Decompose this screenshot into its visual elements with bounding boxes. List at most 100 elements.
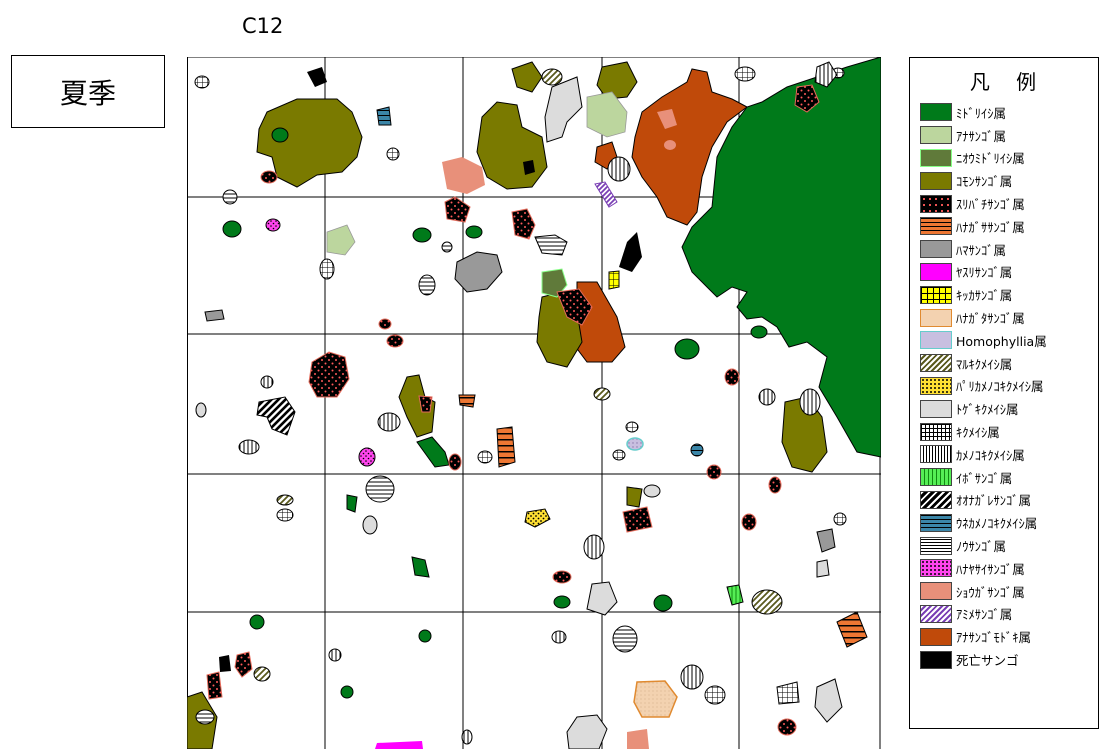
colony-dead xyxy=(219,655,231,672)
colony-rust-mass xyxy=(631,68,748,226)
colony-purplediag xyxy=(594,181,618,208)
legend-item: ﾊﾅﾔｻｲｻﾝｺﾞ属 xyxy=(920,557,1098,580)
colony-peach xyxy=(633,680,678,718)
legend-label: ｷｸﾒｲｼ属 xyxy=(956,425,1000,441)
legend-item: ﾔｽﾘｻﾝｺﾞ属 xyxy=(920,261,1098,284)
legend-swatch xyxy=(920,217,952,236)
colonies-olivehatch xyxy=(253,68,783,682)
legend-label: ｶﾒﾉｺｷｸﾒｲｼ属 xyxy=(956,447,1025,463)
legend-item: ｲﾎﾞｻﾝｺﾞ属 xyxy=(920,466,1098,489)
legend-label: ｱﾅｻﾝｺﾞ属 xyxy=(956,128,1007,144)
legend-label: ﾊﾅﾔｻｲｻﾝｺﾞ属 xyxy=(956,561,1025,577)
colony-dead xyxy=(523,160,535,175)
legend-label: ｵｵﾅｶﾞﾚｻﾝｺﾞ属 xyxy=(956,493,1032,509)
colonies-grid xyxy=(194,66,847,705)
colonies-pinkdots xyxy=(265,218,376,467)
colonies-hlines xyxy=(195,189,638,725)
legend-swatch xyxy=(920,376,952,395)
legend-swatch xyxy=(920,650,952,669)
legend-swatch xyxy=(920,445,952,464)
legend-swatch xyxy=(920,468,952,487)
legend-label: ｱﾅｻﾝｺﾞﾓﾄﾞｷ属 xyxy=(956,630,1032,646)
legend-item: ｵｵﾅｶﾞﾚｻﾝｺﾞ属 xyxy=(920,489,1098,512)
legend-label: ﾊﾟﾘｶﾒﾉｺｷｸﾒｲｼ属 xyxy=(956,379,1044,395)
legend-list: ﾐﾄﾞﾘｲｼ属 ｱﾅｻﾝｺﾞ属 ﾆｵｳﾐﾄﾞﾘｲｼ属 ｺﾓﾝｻﾝｺﾞ属 ｽﾘﾊﾞﾁｻﾝｺ… xyxy=(910,101,1098,671)
legend-swatch xyxy=(920,399,952,418)
legend-swatch xyxy=(920,536,952,555)
legend-item: ﾊﾅｶﾞｻｻﾝｺﾞ属 xyxy=(920,215,1098,238)
legend-item: ﾊﾅｶﾞﾀｻﾝｺﾞ属 xyxy=(920,306,1098,329)
colonies-green-small xyxy=(222,127,768,699)
colony-dead xyxy=(307,67,327,87)
colonies-orangestripes xyxy=(458,394,868,648)
colony-dead xyxy=(619,232,642,272)
colony-green-mass xyxy=(681,57,881,458)
colony-olive xyxy=(256,98,363,188)
colonies-lightgray xyxy=(195,76,843,749)
legend-label: ｲﾎﾞｻﾝｺﾞ属 xyxy=(956,470,1013,486)
colony-magenta xyxy=(375,741,423,749)
colony-lavender xyxy=(626,437,644,451)
legend-swatch xyxy=(920,354,952,373)
legend-label: ﾔｽﾘｻﾝｺﾞ属 xyxy=(956,265,1013,281)
legend-label: ｳﾈｶﾒﾉｺｷｸﾒｲｼ属 xyxy=(956,516,1038,532)
legend-item: ﾊﾏｻﾝｺﾞ属 xyxy=(920,238,1098,261)
legend-swatch xyxy=(920,194,952,213)
legend-item: ｺﾓﾝｻﾝｺﾞ属 xyxy=(920,169,1098,192)
colonies-blackdots xyxy=(206,84,820,736)
legend-label: ﾊﾅｶﾞﾀｻﾝｺﾞ属 xyxy=(956,311,1025,327)
legend-item: ﾊﾟﾘｶﾒﾉｺｷｸﾒｲｼ属 xyxy=(920,375,1098,398)
legend-label: ﾊﾅｶﾞｻｻﾝｺﾞ属 xyxy=(956,219,1025,235)
season-label: 夏季 xyxy=(11,55,165,128)
legend-label: ｱﾐﾒｻﾝｺﾞ属 xyxy=(956,607,1013,623)
legend-item: ｳﾈｶﾒﾉｺｷｸﾒｲｼ属 xyxy=(920,511,1098,534)
legend-label: ﾏﾙｷｸﾒｲｼ属 xyxy=(956,356,1013,372)
colony-brightgreen xyxy=(726,584,744,606)
colonies-vlines xyxy=(238,61,838,745)
legend-swatch xyxy=(920,604,952,623)
legend-item: ﾐﾄﾞﾘｲｼ属 xyxy=(920,101,1098,124)
colony-yellowdots xyxy=(524,508,551,528)
legend-title: 凡 例 xyxy=(969,70,1047,94)
legend-item: ｼｮｳｶﾞｻﾝｺﾞ属 xyxy=(920,580,1098,603)
legend-swatch xyxy=(920,148,952,167)
legend-item: ﾄｹﾞｷｸﾒｲｼ属 xyxy=(920,397,1098,420)
legend-swatch xyxy=(920,308,952,327)
colonies-salmon xyxy=(442,109,677,749)
legend-item: ｱﾅｻﾝｺﾞﾓﾄﾞｷ属 xyxy=(920,625,1098,648)
legend-item: ｶﾒﾉｺｷｸﾒｲｼ属 xyxy=(920,443,1098,466)
legend-label: ﾄｹﾞｷｸﾒｲｼ属 xyxy=(956,402,1019,418)
legend-swatch xyxy=(920,285,952,304)
legend-swatch xyxy=(920,559,952,578)
legend-item: ｷｯｶｻﾝｺﾞ属 xyxy=(920,283,1098,306)
legend-swatch xyxy=(920,171,952,190)
legend-swatch xyxy=(920,582,952,601)
legend-swatch xyxy=(920,331,952,350)
legend-item: ﾏﾙｷｸﾒｲｼ属 xyxy=(920,352,1098,375)
legend-item: ﾉｳｻﾝｺﾞ属 xyxy=(920,534,1098,557)
legend-swatch xyxy=(920,126,952,145)
colony-olive xyxy=(476,101,548,190)
legend-item: ｱﾐﾒｻﾝｺﾞ属 xyxy=(920,603,1098,626)
colony-blackdiag xyxy=(256,396,296,436)
colony-olive xyxy=(398,374,436,438)
legend-swatch xyxy=(920,103,952,122)
legend-item: ﾆｵｳﾐﾄﾞﾘｲｼ属 xyxy=(920,147,1098,170)
legend-item: 死亡サンゴ xyxy=(920,648,1098,671)
legend-swatch xyxy=(920,490,952,509)
legend-label: ﾐﾄﾞﾘｲｼ属 xyxy=(956,105,1007,121)
colony-olive xyxy=(596,61,638,100)
legend-swatch xyxy=(920,240,952,259)
legend-label: ﾆｵｳﾐﾄﾞﾘｲｼ属 xyxy=(956,151,1025,167)
legend-item: Homophyllia属 xyxy=(920,329,1098,352)
coral-distribution-map xyxy=(187,57,881,749)
colonies-lightgreen xyxy=(326,91,628,256)
legend-swatch xyxy=(920,262,952,281)
colonies-gray xyxy=(204,251,836,553)
legend-swatch xyxy=(920,513,952,532)
legend-label: ﾊﾏｻﾝｺﾞ属 xyxy=(956,242,1007,258)
colony-olive xyxy=(511,61,543,93)
legend-label: ｺﾓﾝｻﾝｺﾞ属 xyxy=(956,174,1013,190)
legend-item: ｱﾅｻﾝｺﾞ属 xyxy=(920,124,1098,147)
legend-swatch xyxy=(920,627,952,646)
